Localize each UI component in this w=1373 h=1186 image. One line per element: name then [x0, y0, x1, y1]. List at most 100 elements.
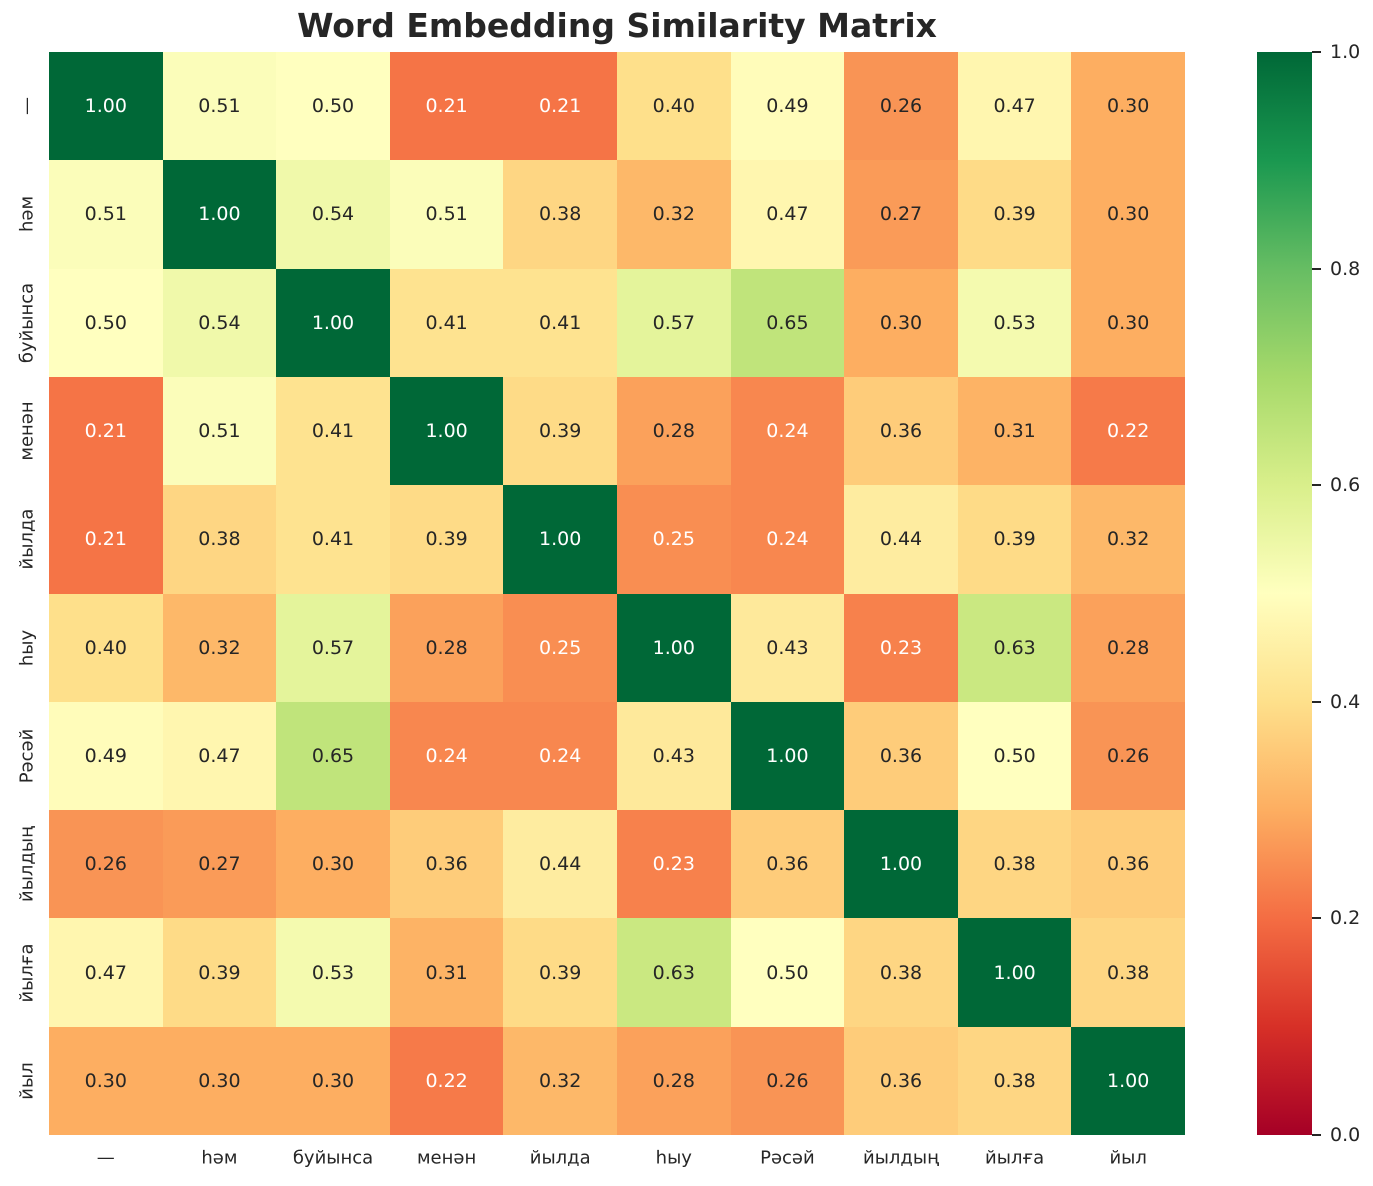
heatmap-cell: 0.25 — [616, 485, 731, 594]
heatmap-cell: 0.30 — [1071, 268, 1185, 377]
heatmap-cell: 0.26 — [844, 52, 958, 161]
colorbar-tick-mark — [1312, 1134, 1321, 1136]
heatmap-cell: 0.32 — [162, 593, 277, 702]
x-axis-label: йылдың — [863, 1147, 939, 1169]
heatmap-cell: 0.39 — [389, 485, 504, 594]
heatmap-cell: 0.38 — [957, 1026, 1072, 1135]
heatmap-cell: 0.38 — [844, 918, 958, 1027]
heatmap-cell: 0.27 — [162, 810, 277, 919]
heatmap-cell: 0.21 — [389, 52, 504, 161]
heatmap-cell: 0.41 — [389, 268, 504, 377]
colorbar-tick-mark — [1312, 267, 1321, 270]
heatmap-cell: 0.39 — [957, 160, 1072, 269]
heatmap-cell: 0.23 — [616, 810, 731, 919]
heatmap-cell: 0.23 — [844, 593, 958, 702]
colorbar-tick-label: 0.2 — [1330, 907, 1361, 930]
heatmap-cell: 0.43 — [730, 593, 845, 702]
heatmap-cell: 0.53 — [957, 268, 1072, 377]
heatmap-cell: 0.36 — [844, 376, 958, 486]
heatmap-cell: 0.36 — [1071, 810, 1185, 919]
heatmap-cell: 0.40 — [49, 593, 163, 702]
heatmap-cell: 0.32 — [616, 160, 731, 269]
colorbar — [1257, 52, 1312, 1135]
heatmap-cell: 0.44 — [503, 810, 617, 919]
y-axis-label: — — [16, 97, 38, 116]
heatmap-cell: 0.38 — [162, 485, 277, 594]
colorbar-tick-mark — [1312, 700, 1321, 703]
heatmap-cell: 0.49 — [730, 52, 845, 161]
heatmap-cell: 0.30 — [844, 268, 958, 377]
heatmap-cell: 1.00 — [276, 268, 390, 377]
chart-title: Word Embedding Similarity Matrix — [297, 6, 937, 45]
colorbar-tick-label: 0.0 — [1330, 1124, 1361, 1146]
heatmap-cell: 0.41 — [276, 376, 390, 486]
colorbar-tick-label: 1.0 — [1330, 41, 1361, 63]
heatmap-cell: 0.36 — [844, 701, 958, 811]
heatmap-cell: 0.40 — [616, 52, 731, 161]
y-axis-label: һәм — [16, 196, 38, 233]
heatmap-cell: 0.53 — [276, 918, 390, 1027]
heatmap-cell: 0.28 — [616, 1026, 731, 1135]
heatmap-cell: 0.36 — [844, 1026, 958, 1135]
heatmap-cell: 0.44 — [844, 485, 958, 594]
heatmap-cell: 0.51 — [162, 52, 277, 161]
heatmap-cell: 0.50 — [730, 918, 845, 1027]
heatmap-cell: 0.54 — [162, 268, 277, 377]
heatmap-cell: 0.32 — [1071, 485, 1185, 594]
heatmap-cell: 0.26 — [1071, 701, 1185, 811]
heatmap-cell: 0.27 — [844, 160, 958, 269]
heatmap-cell: 0.28 — [1071, 593, 1185, 702]
heatmap-cell: 0.21 — [49, 485, 163, 594]
heatmap-cell: 0.38 — [957, 810, 1072, 919]
heatmap-cell: 0.51 — [162, 376, 277, 486]
y-axis-label: йылда — [16, 508, 38, 570]
heatmap-cell: 0.28 — [616, 376, 731, 486]
heatmap-cell: 0.28 — [389, 593, 504, 702]
heatmap-cell: 0.41 — [503, 268, 617, 377]
heatmap-cell: 0.38 — [1071, 918, 1185, 1027]
heatmap-cell: 0.47 — [957, 52, 1072, 161]
x-axis-label: буйынса — [292, 1147, 374, 1169]
heatmap-cell: 0.49 — [49, 701, 163, 811]
y-axis-label: һыу — [16, 629, 38, 666]
colorbar-tick-label: 0.4 — [1330, 690, 1361, 713]
heatmap-cell: 0.47 — [49, 918, 163, 1027]
heatmap-cell: 0.31 — [389, 918, 504, 1027]
heatmap-cell: 0.22 — [1071, 376, 1185, 486]
heatmap-cell: 0.39 — [503, 376, 617, 486]
x-axis-label: йылда — [529, 1147, 591, 1169]
x-axis-label: Рәсәй — [760, 1147, 815, 1169]
heatmap-cell: 0.65 — [276, 701, 390, 811]
x-axis-label: йылға — [985, 1147, 1045, 1169]
heatmap-cell: 1.00 — [49, 52, 163, 161]
heatmap-cell: 0.63 — [616, 918, 731, 1027]
colorbar-tick-label: 0.6 — [1330, 474, 1361, 497]
heatmap-cell: 0.39 — [957, 485, 1072, 594]
y-axis-label: йылға — [16, 943, 38, 1003]
heatmap-cell: 0.43 — [616, 701, 731, 811]
heatmap-cell: 0.50 — [49, 268, 163, 377]
heatmap-cell: 0.51 — [49, 160, 163, 269]
heatmap-cell: 0.30 — [1071, 160, 1185, 269]
heatmap-cell: 1.00 — [162, 160, 277, 269]
y-axis-label: йылдың — [16, 826, 38, 903]
heatmap-cell: 1.00 — [1071, 1026, 1185, 1135]
heatmap-cell: 0.47 — [730, 160, 845, 269]
heatmap-cell: 0.51 — [389, 160, 504, 269]
heatmap-cell: 0.30 — [276, 810, 390, 919]
colorbar-tick-mark — [1312, 484, 1321, 487]
heatmap-cell: 0.36 — [389, 810, 504, 919]
heatmap-cell: 0.38 — [503, 160, 617, 269]
x-axis-label: һәм — [201, 1147, 238, 1169]
heatmap-cell: 1.00 — [844, 810, 958, 919]
x-axis-label: һыу — [655, 1147, 692, 1169]
y-axis-label: буйынса — [16, 282, 38, 363]
heatmap-cell: 1.00 — [389, 376, 504, 486]
y-axis-label: Рәсәй — [16, 728, 38, 784]
colorbar-tick-mark — [1312, 917, 1321, 920]
heatmap-cell: 0.21 — [503, 52, 617, 161]
heatmap-cell: 0.57 — [276, 593, 390, 702]
heatmap-cell: 0.47 — [162, 701, 277, 811]
x-axis-label: — — [96, 1147, 115, 1169]
